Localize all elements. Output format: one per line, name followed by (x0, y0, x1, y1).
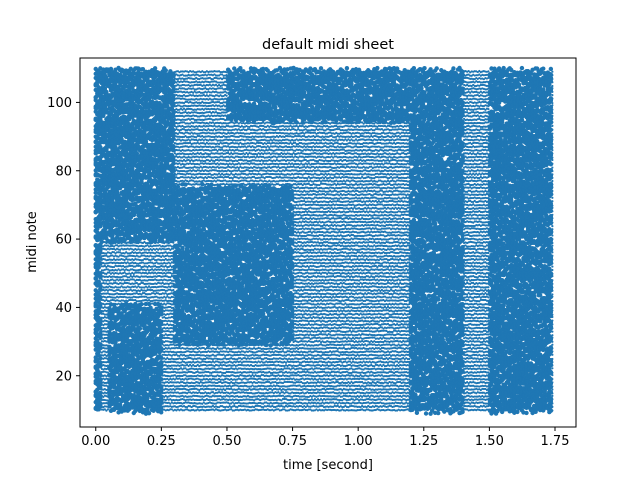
chart-title: default midi sheet (262, 37, 394, 53)
note-point (147, 411, 151, 415)
note-point (138, 326, 142, 330)
note-point (107, 408, 109, 410)
